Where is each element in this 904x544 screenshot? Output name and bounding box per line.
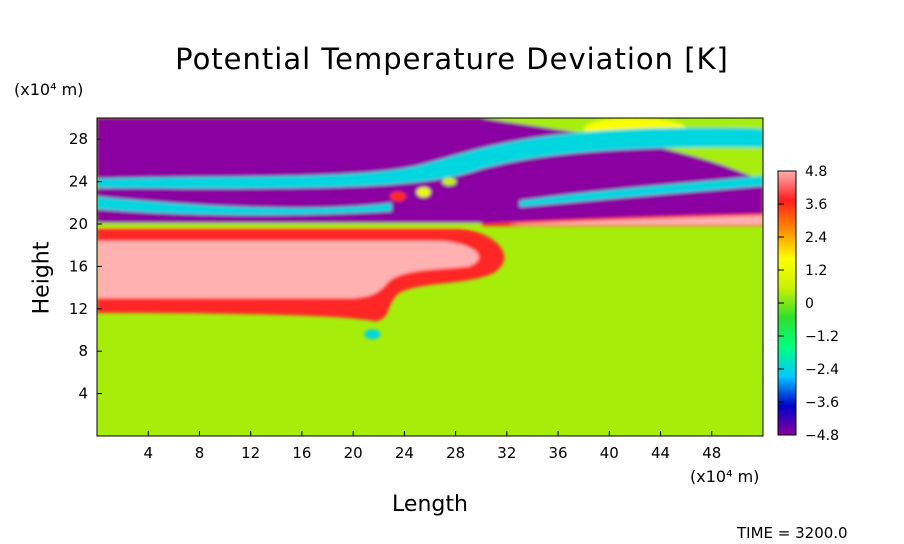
x-tick-label: 28: [446, 444, 465, 462]
x-tick-label: 44: [651, 444, 670, 462]
eddy-warm-1: [389, 191, 406, 202]
cold-wave-band-right: [519, 175, 763, 208]
colorbar-tick-label: −2.4: [805, 362, 839, 378]
y-tick-label: 20: [69, 215, 88, 233]
eddy-warm-3: [442, 177, 457, 186]
x-tick-label: 16: [292, 444, 311, 462]
y-tick-label: 24: [69, 173, 88, 191]
warm-core: [97, 240, 479, 299]
x-tick-label: 36: [549, 444, 568, 462]
heatmap-field: [97, 118, 763, 436]
chart-title: Potential Temperature Deviation [K]: [175, 42, 729, 76]
x-tick-label: 4: [143, 444, 153, 462]
cold-wave-band-lower: [97, 196, 392, 216]
colorbar-tick-label: 1.2: [805, 263, 827, 279]
field-features: [97, 118, 763, 340]
x-tick-label: 48: [702, 444, 721, 462]
y-axis-unit: (x10⁴ m): [14, 80, 84, 99]
x-tick-label: 40: [600, 444, 619, 462]
y-tick-label: 16: [69, 257, 88, 275]
plot-frame: [96, 117, 764, 437]
y-tick-label: 12: [69, 300, 88, 318]
x-tick-label: 12: [241, 444, 260, 462]
interface-band: [97, 222, 482, 228]
colorbar-tick-label: 2.4: [805, 230, 827, 246]
colorbar-tick-label: −4.8: [805, 428, 839, 444]
y-tick-label: 28: [69, 130, 88, 148]
x-tick-label: 8: [195, 444, 205, 462]
colorbar-tick-label: 4.8: [805, 164, 827, 180]
warm-tongue-core: [506, 215, 763, 226]
eddy-warm-2: [416, 187, 431, 198]
x-axis-unit: (x10⁴ m): [690, 467, 760, 486]
cold-wave-band-upper: [97, 127, 763, 189]
colorbar-tick-label: 3.6: [805, 197, 827, 213]
colorbar: 4.8 3.6 2.4 1.2 0 −1.2 −2.4 −3.6 −4.8: [777, 164, 839, 444]
colorbar-tick-label: 0: [805, 296, 814, 312]
colorbar-tick-label: −3.6: [805, 395, 839, 411]
eddy-cold-lower: [364, 329, 381, 340]
y-tick-label: 8: [78, 342, 88, 360]
x-axis-label: Length: [392, 492, 468, 517]
x-tick-label: 32: [497, 444, 516, 462]
x-tick-label: 20: [344, 444, 363, 462]
time-label: TIME = 3200.0: [737, 524, 848, 542]
colorbar-tick-label: −1.2: [805, 329, 839, 345]
y-tick-label: 4: [78, 385, 88, 403]
x-tick-label: 24: [395, 444, 414, 462]
